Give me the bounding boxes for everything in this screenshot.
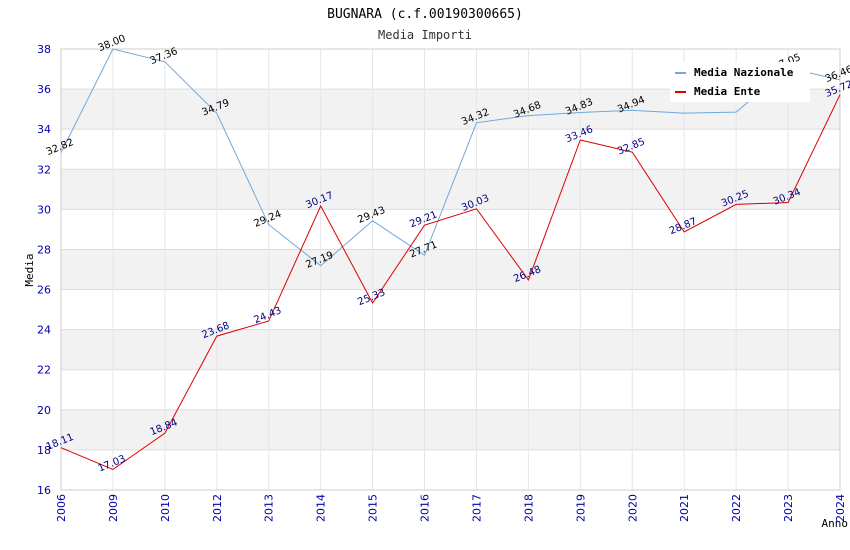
legend: Media Nazionale Media Ente	[670, 62, 810, 102]
y-tick-label: 16	[37, 484, 51, 497]
x-tick-label: 2024	[834, 494, 847, 522]
x-tick-label: 2023	[782, 494, 795, 522]
y-axis-label: Media	[23, 253, 36, 286]
x-tick-label: 2012	[211, 494, 224, 522]
data-label: 24.43	[252, 305, 283, 326]
data-label: 32.82	[45, 137, 76, 158]
x-tick-label: 2016	[419, 494, 432, 522]
x-tick-label: 2006	[55, 494, 68, 522]
x-tick-label: 2022	[730, 494, 743, 522]
legend-entry: Media Ente	[694, 85, 761, 98]
data-label: 28.87	[668, 216, 699, 237]
data-label: 25.33	[356, 287, 387, 308]
x-tick-label: 2014	[315, 494, 328, 522]
x-tick-label: 2013	[263, 494, 276, 522]
y-tick-label: 38	[37, 43, 51, 56]
plot-area	[60, 48, 841, 491]
chart-subtitle: Media Importi	[378, 28, 472, 42]
data-label: 29.24	[252, 209, 283, 230]
x-tick-label: 2018	[522, 494, 535, 522]
x-tick-label: 2020	[626, 494, 639, 522]
x-tick-label: 2010	[159, 494, 172, 522]
y-tick-label: 22	[37, 364, 51, 377]
x-tick-label: 2021	[678, 494, 691, 522]
y-axis-ticks: 16 18 20 22 24 26 28 30 32 34 36 38	[37, 43, 51, 497]
plot-band	[61, 409, 840, 450]
y-tick-label: 34	[37, 123, 51, 136]
plot-bands	[61, 89, 840, 450]
x-axis-label: Anno	[822, 517, 849, 530]
series-lines	[60, 48, 841, 470]
y-tick-label: 26	[37, 284, 51, 297]
x-tick-label: 2019	[574, 494, 587, 522]
x-axis-ticks: 2006 2009 2010 2012 2013 2014 2015 2016 2017 2018…	[55, 494, 847, 522]
x-tick-label: 2015	[367, 494, 380, 522]
y-tick-label: 28	[37, 243, 51, 256]
x-tick-label: 2009	[107, 494, 120, 522]
data-label: 17.03	[97, 454, 128, 475]
y-tick-label: 18	[37, 444, 51, 457]
x-tick-label: 2017	[470, 494, 483, 522]
y-tick-label: 20	[37, 404, 51, 417]
y-tick-label: 36	[37, 83, 51, 96]
legend-box	[670, 62, 810, 102]
legend-entry: Media Nazionale	[694, 66, 794, 79]
chart-title: BUGNARA (c.f.00190300665)	[327, 7, 523, 22]
data-label: 32.85	[616, 136, 647, 157]
plot-band	[61, 249, 840, 290]
series-line-media-ente	[60, 94, 841, 470]
y-tick-label: 24	[37, 324, 51, 337]
series-line-media-nazionale	[60, 48, 841, 267]
plot-band	[61, 329, 840, 370]
y-tick-label: 30	[37, 203, 51, 216]
y-tick-label: 32	[37, 163, 51, 176]
